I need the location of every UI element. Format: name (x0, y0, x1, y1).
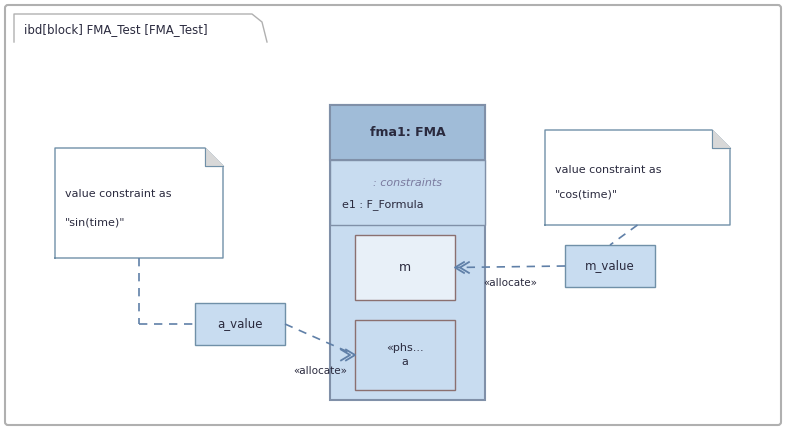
Text: «allocate»: «allocate» (483, 279, 537, 289)
Bar (565, 245, 655, 287)
Bar (195, 303, 285, 345)
Text: : constraints: : constraints (373, 178, 442, 188)
FancyBboxPatch shape (5, 5, 781, 425)
Bar (330, 160, 485, 225)
Text: ibd[block] FMA_Test [FMA_Test]: ibd[block] FMA_Test [FMA_Test] (24, 23, 208, 36)
Bar (355, 320, 455, 390)
Text: «allocate»: «allocate» (293, 366, 347, 376)
Polygon shape (712, 130, 730, 148)
Polygon shape (14, 14, 267, 42)
Bar (330, 105, 485, 160)
Bar (330, 105, 485, 400)
Text: "cos(time)": "cos(time)" (555, 190, 618, 200)
Polygon shape (55, 148, 223, 258)
Text: «phs...
a: «phs... a (386, 343, 424, 367)
Text: value constraint as: value constraint as (65, 189, 171, 199)
Text: m_value: m_value (585, 259, 635, 273)
Text: m: m (399, 261, 411, 274)
Text: "sin(time)": "sin(time)" (65, 218, 126, 228)
Text: fma1: FMA: fma1: FMA (369, 126, 446, 139)
Polygon shape (545, 130, 730, 225)
Polygon shape (205, 148, 223, 166)
Text: value constraint as: value constraint as (555, 165, 662, 175)
Bar (355, 235, 455, 300)
Text: a_value: a_value (217, 317, 263, 331)
Text: e1 : F_Formula: e1 : F_Formula (342, 199, 424, 210)
